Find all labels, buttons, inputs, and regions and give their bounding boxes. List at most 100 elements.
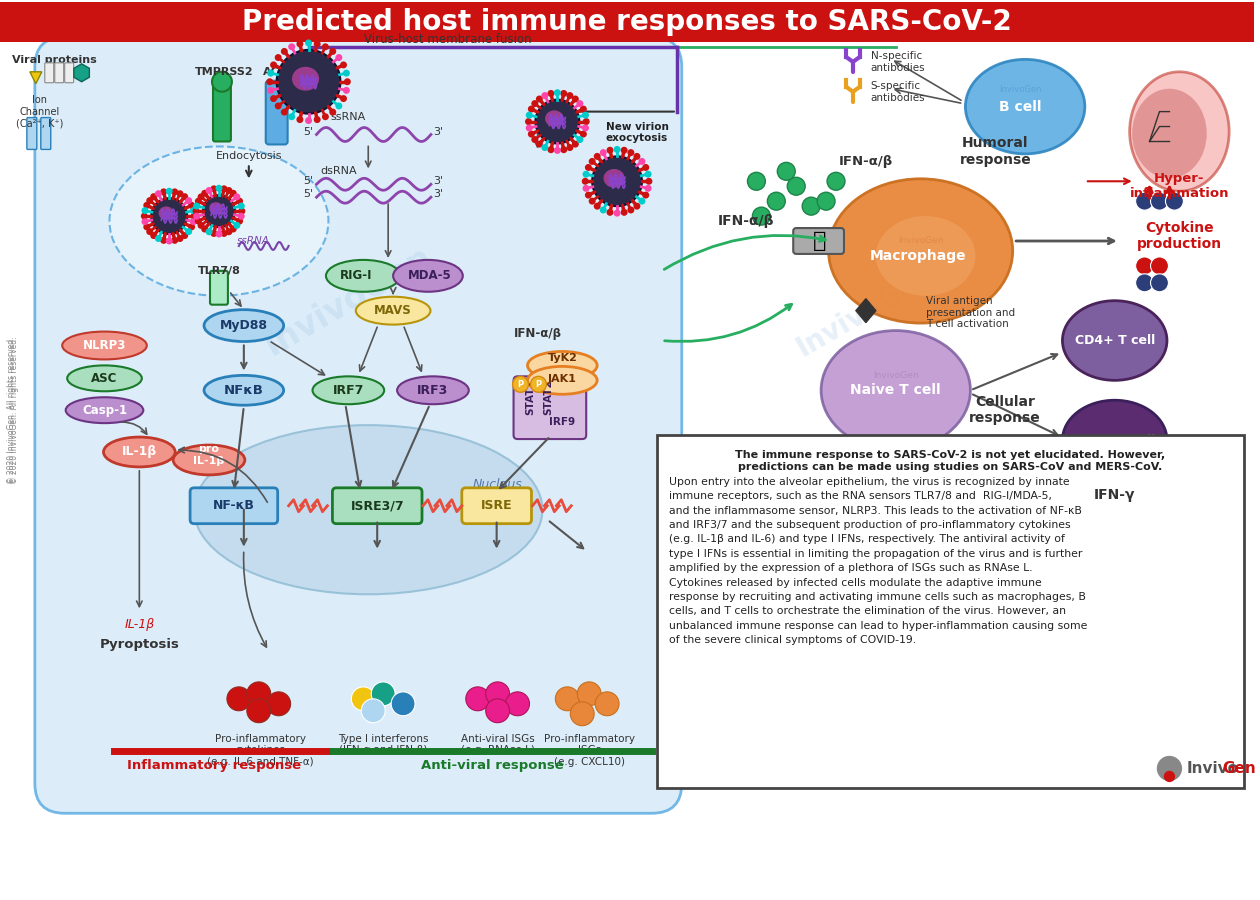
Text: TMPRSS2: TMPRSS2 — [194, 67, 253, 76]
Circle shape — [542, 144, 548, 151]
Circle shape — [1150, 256, 1168, 274]
FancyBboxPatch shape — [462, 488, 532, 524]
Circle shape — [146, 197, 154, 204]
Text: Type I interferons
(IFN-α and IFN-β): Type I interferons (IFN-α and IFN-β) — [338, 734, 428, 755]
Circle shape — [747, 172, 765, 190]
Text: New virion
exocytosis: New virion exocytosis — [606, 122, 668, 143]
Circle shape — [485, 698, 509, 723]
Circle shape — [525, 118, 532, 125]
Text: Cytokine
production: Cytokine production — [1137, 220, 1222, 251]
Text: The immune response to SARS-CoV-2 is not yet elucidated. However,
predictions ca: The immune response to SARS-CoV-2 is not… — [736, 450, 1166, 472]
Circle shape — [305, 117, 312, 124]
Circle shape — [532, 136, 538, 143]
Circle shape — [220, 185, 228, 193]
Circle shape — [335, 54, 343, 61]
Text: STAT2: STAT2 — [543, 380, 553, 415]
Circle shape — [176, 235, 184, 242]
Circle shape — [236, 198, 243, 204]
Circle shape — [1135, 274, 1153, 292]
Text: IFN-α/β: IFN-α/β — [513, 327, 562, 340]
Circle shape — [171, 237, 178, 244]
Circle shape — [1158, 757, 1182, 780]
Text: Upon entry into the alveolar epithelium, the virus is recognized by innate
immun: Upon entry into the alveolar epithelium,… — [669, 477, 1087, 645]
Circle shape — [1135, 256, 1153, 274]
Text: IRF9: IRF9 — [549, 417, 576, 428]
Circle shape — [595, 692, 619, 716]
Circle shape — [536, 140, 543, 148]
Text: ISRE: ISRE — [481, 500, 513, 512]
FancyBboxPatch shape — [210, 271, 228, 305]
Circle shape — [238, 208, 246, 214]
Circle shape — [229, 190, 237, 197]
Text: InvivoGen: InvivoGen — [999, 86, 1042, 94]
Ellipse shape — [604, 169, 625, 187]
Circle shape — [281, 109, 287, 115]
Circle shape — [600, 206, 607, 213]
Circle shape — [627, 206, 634, 213]
Circle shape — [582, 184, 590, 192]
Text: Invivo: Invivo — [1187, 761, 1239, 776]
Ellipse shape — [103, 437, 175, 467]
Circle shape — [585, 164, 592, 171]
Circle shape — [270, 61, 277, 68]
Text: Anti-viral ISGs
(e.g. RNAse L): Anti-viral ISGs (e.g. RNAse L) — [461, 734, 534, 755]
Circle shape — [321, 113, 329, 121]
Circle shape — [155, 190, 161, 197]
Text: ASC: ASC — [91, 372, 117, 385]
FancyBboxPatch shape — [0, 2, 1254, 42]
Circle shape — [803, 197, 820, 215]
Text: InvivoGen: InvivoGen — [898, 237, 944, 246]
Circle shape — [202, 226, 208, 232]
Circle shape — [542, 92, 548, 99]
Circle shape — [181, 232, 188, 239]
Text: NLRP3: NLRP3 — [83, 339, 126, 352]
Text: IFN-γ: IFN-γ — [1094, 488, 1135, 502]
Circle shape — [582, 118, 590, 125]
FancyBboxPatch shape — [26, 118, 37, 149]
Text: Ion
Channel
(Ca²⁺, K⁺): Ion Channel (Ca²⁺, K⁺) — [16, 95, 63, 128]
Circle shape — [247, 682, 271, 706]
Circle shape — [614, 146, 621, 153]
Circle shape — [205, 187, 213, 194]
Text: Naive T cell: Naive T cell — [850, 383, 941, 397]
Text: Endocytosis: Endocytosis — [215, 151, 282, 161]
Text: Cellular
response: Cellular response — [969, 395, 1041, 426]
Text: 🔧: 🔧 — [813, 231, 825, 251]
Text: NF-κB: NF-κB — [213, 500, 255, 512]
Ellipse shape — [194, 425, 542, 594]
Circle shape — [577, 682, 601, 706]
Circle shape — [212, 72, 232, 92]
Circle shape — [289, 113, 295, 121]
Ellipse shape — [397, 376, 469, 404]
Circle shape — [567, 92, 573, 99]
Circle shape — [340, 95, 347, 102]
Circle shape — [554, 147, 561, 154]
Circle shape — [580, 130, 587, 138]
Text: N-specific
antibodies: N-specific antibodies — [871, 51, 926, 73]
Circle shape — [788, 177, 805, 195]
Circle shape — [643, 192, 649, 199]
Circle shape — [639, 158, 645, 165]
Text: ISRE3/7: ISRE3/7 — [350, 500, 404, 512]
Text: JAK1: JAK1 — [548, 374, 577, 384]
Circle shape — [190, 212, 198, 220]
Circle shape — [198, 194, 204, 201]
Circle shape — [600, 149, 607, 156]
Text: P: P — [518, 380, 524, 389]
Ellipse shape — [876, 216, 975, 296]
Ellipse shape — [1130, 72, 1230, 191]
Circle shape — [513, 376, 528, 392]
Text: CD8+ T cell: CD8+ T cell — [1075, 434, 1154, 446]
Text: Gen: Gen — [1222, 761, 1256, 776]
Circle shape — [329, 48, 336, 55]
Circle shape — [634, 153, 640, 160]
Circle shape — [296, 40, 304, 48]
Circle shape — [203, 195, 234, 227]
Circle shape — [185, 228, 192, 235]
Circle shape — [818, 193, 835, 210]
Ellipse shape — [292, 67, 319, 91]
Circle shape — [582, 124, 588, 131]
Text: 5': 5' — [304, 127, 314, 137]
Circle shape — [329, 109, 336, 115]
Circle shape — [592, 157, 641, 206]
